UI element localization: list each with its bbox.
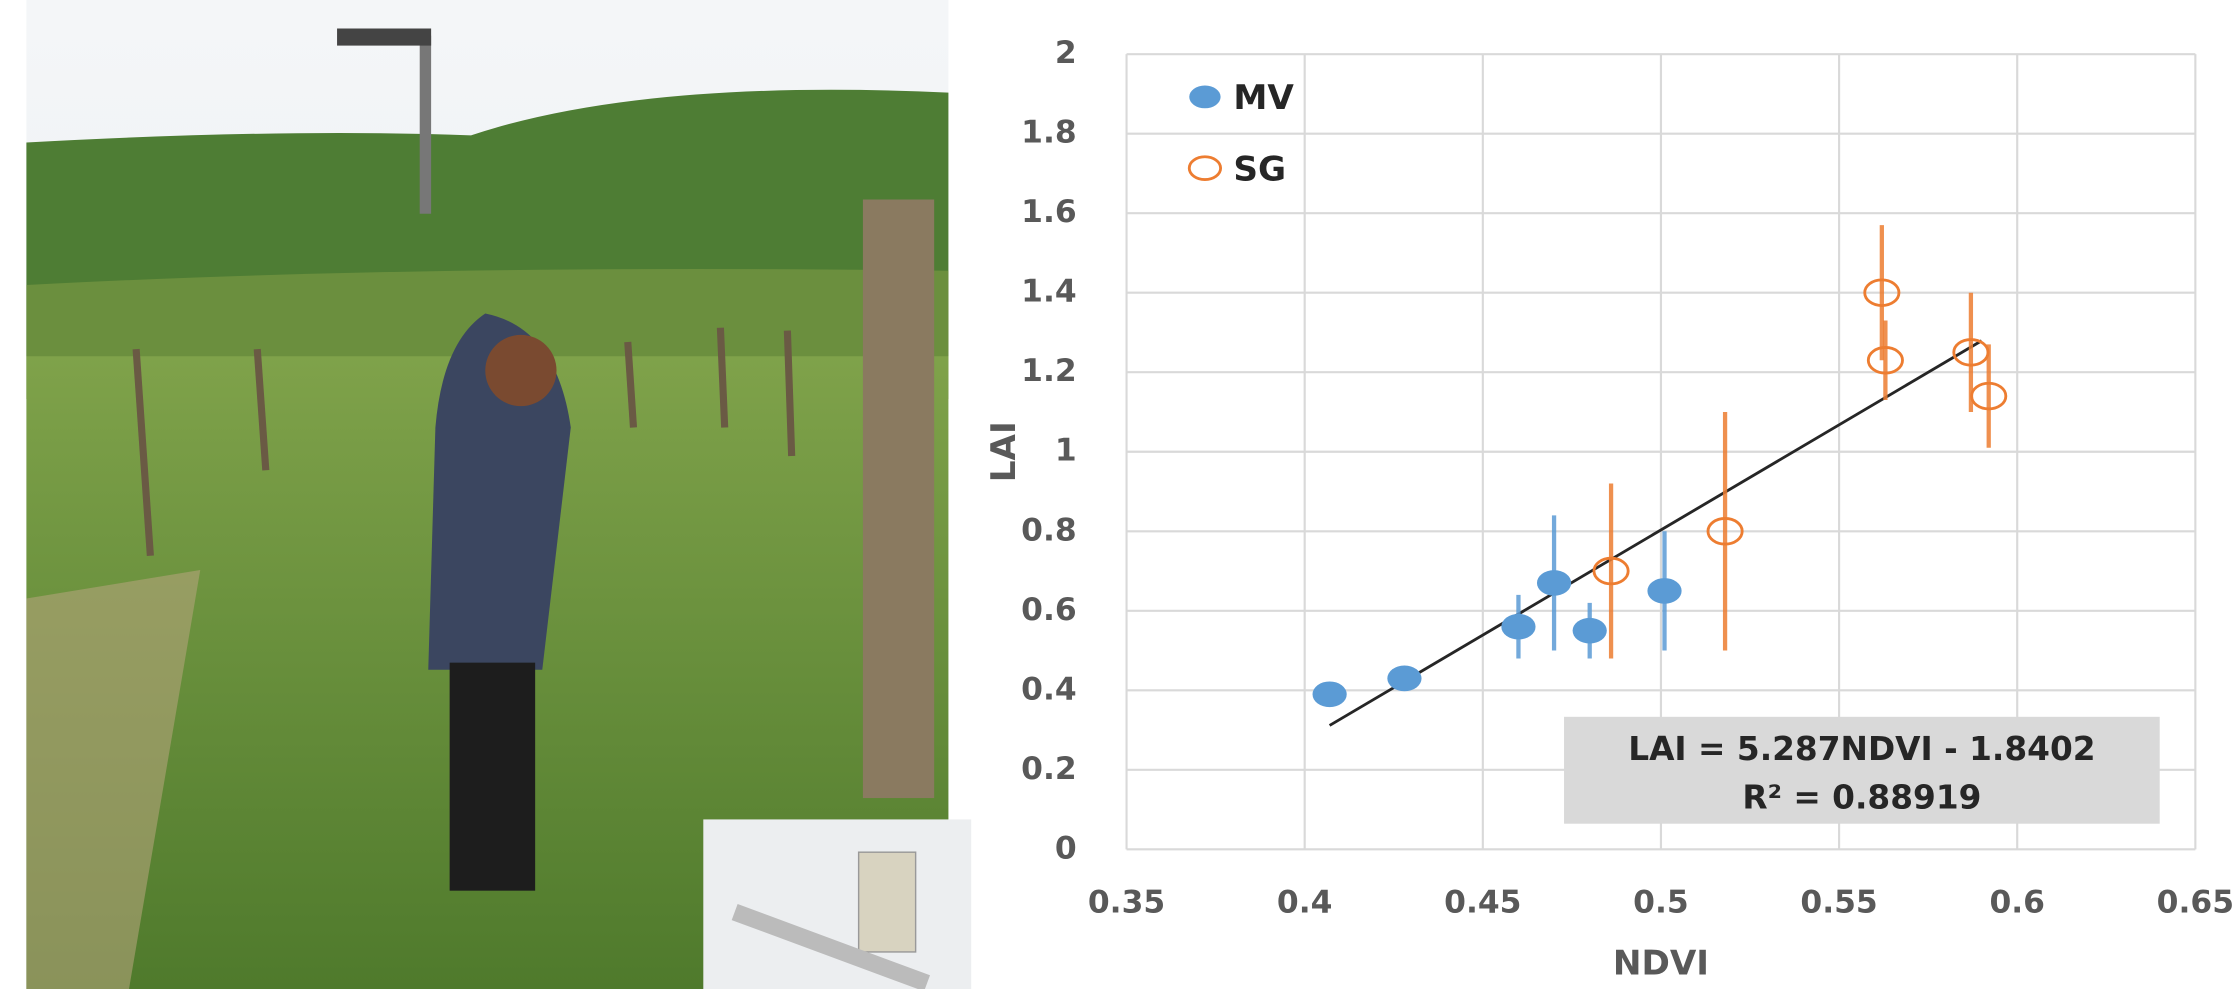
y-tick-label: 1.2	[1021, 353, 1077, 389]
marker	[1313, 681, 1347, 707]
legend-label: MV	[1233, 78, 1294, 118]
marker	[1387, 666, 1421, 692]
y-tick-label: 2	[1055, 35, 1077, 71]
annotation: R² = 0.88919	[1742, 778, 1981, 816]
y-tick-label: 1.6	[1021, 194, 1077, 230]
figure: 0 0.2 0.4 0.6 0.8 1 1.2 1.4 1.6 1.8 2 0.35 0.4 0.45 0.…	[0, 0, 2236, 989]
legend-marker	[1189, 86, 1220, 109]
x-tick-label: 0.4	[1277, 884, 1333, 920]
marker	[1537, 570, 1571, 596]
y-axis-label: LAI	[984, 421, 1024, 482]
y-tick-label: 0	[1055, 830, 1077, 866]
x-tick-label: 0.45	[1444, 884, 1521, 920]
plot: 0 0.2 0.4 0.6 0.8 1 1.2 1.4 1.6 1.8 2 0.35 0.4 0.45 0.…	[984, 35, 2234, 983]
x-tick-label: 0.5	[1633, 884, 1689, 920]
legend-label: SG	[1233, 150, 1286, 190]
y-tick-label: 1.8	[1021, 115, 1077, 151]
legend-marker	[1189, 157, 1220, 180]
page: {"chart_data": {"type": "scatter", "x_la…	[0, 0, 2236, 994]
x-tick-label: 0.35	[1088, 884, 1165, 920]
marker	[1647, 578, 1681, 604]
field-photo	[26, 0, 971, 989]
y-tick-label: 0.2	[1021, 751, 1077, 787]
annotation: LAI = 5.287NDVI - 1.8402	[1628, 730, 2095, 768]
marker	[1573, 618, 1607, 644]
marker	[1501, 614, 1535, 640]
x-tick-label: 0.6	[1989, 884, 2045, 920]
y-tick-label: 0.8	[1021, 512, 1077, 548]
x-axis-label: NDVI	[1613, 943, 1709, 983]
x-tick-label: 0.55	[1800, 884, 1877, 920]
y-tick-label: 0.4	[1021, 671, 1077, 707]
y-tick-label: 1	[1055, 433, 1077, 469]
y-tick-label: 0.6	[1021, 592, 1077, 628]
y-tick-label: 1.4	[1021, 274, 1077, 310]
x-tick-label: 0.65	[2157, 884, 2234, 920]
